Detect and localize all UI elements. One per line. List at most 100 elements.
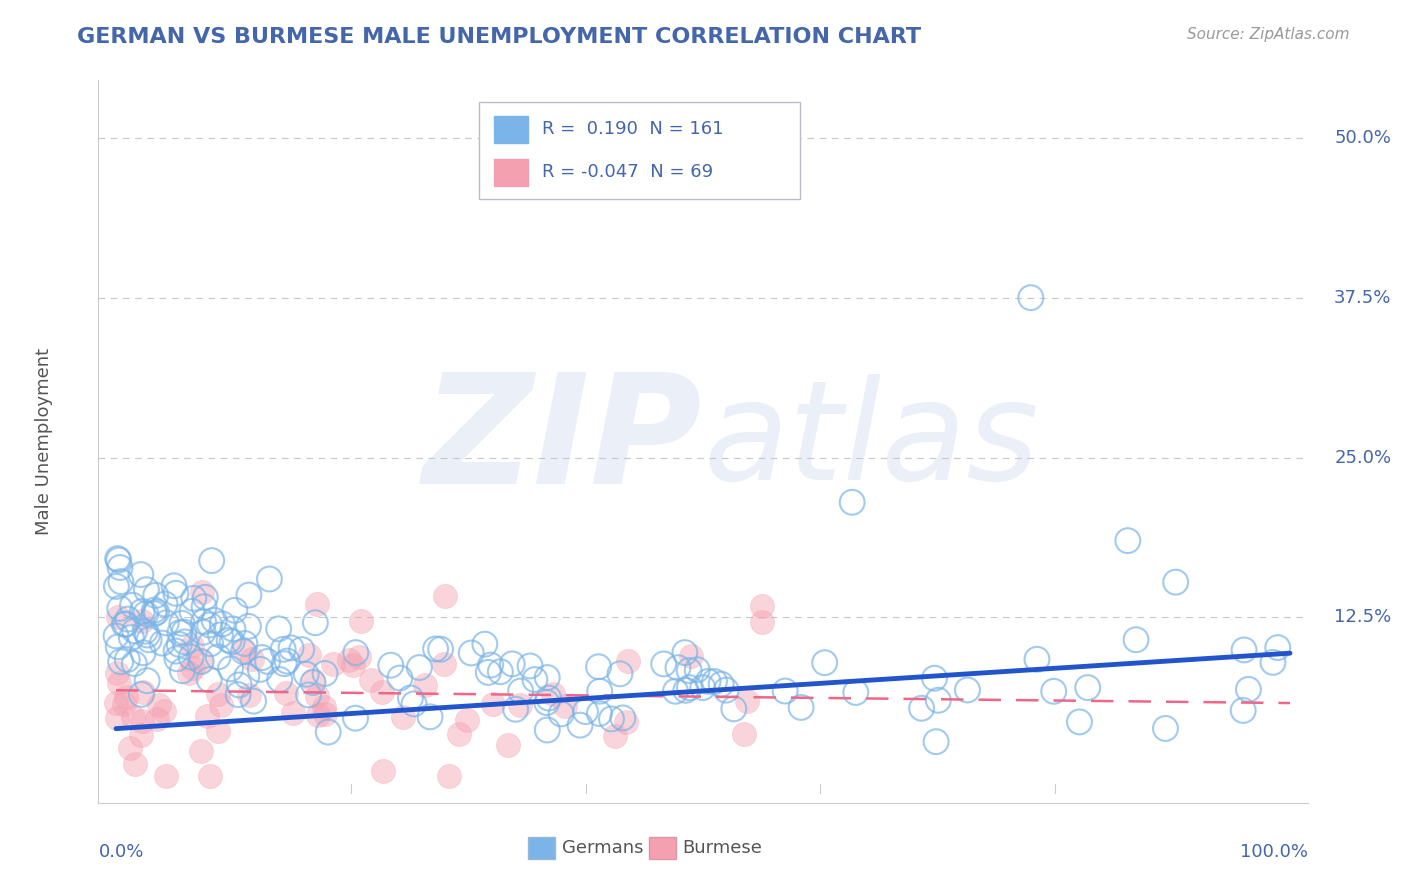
Point <box>112 697 135 711</box>
Point <box>136 628 159 642</box>
Point <box>232 644 254 658</box>
Point <box>105 629 128 643</box>
Text: R =  0.190  N = 161: R = 0.190 N = 161 <box>543 120 724 138</box>
Point <box>291 642 314 657</box>
Point <box>373 764 395 778</box>
Point <box>1069 714 1091 729</box>
Point <box>177 665 200 680</box>
Point <box>115 690 138 704</box>
Point <box>112 617 135 632</box>
Text: 37.5%: 37.5% <box>1334 289 1392 307</box>
Point <box>350 614 373 628</box>
Text: ZIP: ZIP <box>423 367 703 516</box>
Point <box>115 617 138 632</box>
Point <box>193 615 215 629</box>
Point <box>588 659 610 673</box>
Point <box>249 662 271 676</box>
Point <box>496 738 519 752</box>
Point <box>1267 640 1289 655</box>
Point <box>191 625 214 640</box>
Point <box>173 635 195 649</box>
Point <box>501 657 523 671</box>
Point <box>209 698 232 712</box>
Point <box>218 633 240 648</box>
Point <box>460 646 482 660</box>
Point <box>344 646 367 660</box>
Point <box>481 698 503 712</box>
Point <box>276 654 298 668</box>
Point <box>536 696 558 710</box>
Point <box>314 707 336 722</box>
Point <box>371 685 394 699</box>
Point <box>209 628 232 642</box>
Point <box>447 727 470 741</box>
Point <box>124 624 146 638</box>
Point <box>519 659 541 673</box>
Point <box>554 699 576 714</box>
Point <box>169 637 191 651</box>
Point <box>541 687 564 701</box>
Point <box>207 649 229 664</box>
Point <box>297 688 319 702</box>
Point <box>107 610 129 624</box>
Text: Source: ZipAtlas.com: Source: ZipAtlas.com <box>1187 27 1350 42</box>
Point <box>600 712 623 726</box>
Point <box>1233 643 1256 657</box>
Point <box>191 584 214 599</box>
Point <box>402 697 425 711</box>
Point <box>276 686 298 700</box>
Point <box>425 642 447 657</box>
Point <box>678 681 700 695</box>
Point <box>145 588 167 602</box>
Point <box>190 744 212 758</box>
Point <box>219 662 242 676</box>
Point <box>131 604 153 618</box>
Point <box>107 553 129 567</box>
Point <box>1237 682 1260 697</box>
Point <box>194 591 217 605</box>
Point <box>198 673 221 687</box>
Point <box>429 642 451 657</box>
Point <box>259 572 281 586</box>
Point <box>605 729 627 743</box>
Point <box>226 688 249 702</box>
Point <box>489 665 512 679</box>
Point <box>537 691 560 706</box>
Point <box>751 615 773 630</box>
Point <box>121 599 143 613</box>
Point <box>180 650 202 665</box>
Point <box>433 657 456 672</box>
Point <box>110 574 132 589</box>
Point <box>609 666 631 681</box>
Point <box>256 654 278 668</box>
Point <box>221 634 243 648</box>
FancyBboxPatch shape <box>494 116 527 143</box>
Point <box>120 631 142 645</box>
Point <box>202 614 225 628</box>
Point <box>269 673 291 687</box>
Point <box>413 678 436 692</box>
Point <box>523 673 546 687</box>
Point <box>242 694 264 708</box>
Point <box>675 683 697 698</box>
Point <box>589 684 612 698</box>
Point <box>172 664 194 678</box>
Point <box>143 603 166 617</box>
Point <box>250 650 273 665</box>
Point <box>107 551 129 566</box>
Point <box>1232 703 1254 717</box>
Point <box>201 554 224 568</box>
Point <box>673 646 696 660</box>
Point <box>302 673 325 687</box>
Point <box>342 658 364 673</box>
Point <box>664 684 686 698</box>
Text: 12.5%: 12.5% <box>1334 608 1392 626</box>
Text: 50.0%: 50.0% <box>1334 128 1391 147</box>
Point <box>666 661 689 675</box>
Point <box>183 591 205 606</box>
Point <box>925 734 948 748</box>
Point <box>117 652 139 666</box>
Point <box>190 655 212 669</box>
Point <box>181 604 204 618</box>
Point <box>107 640 129 654</box>
